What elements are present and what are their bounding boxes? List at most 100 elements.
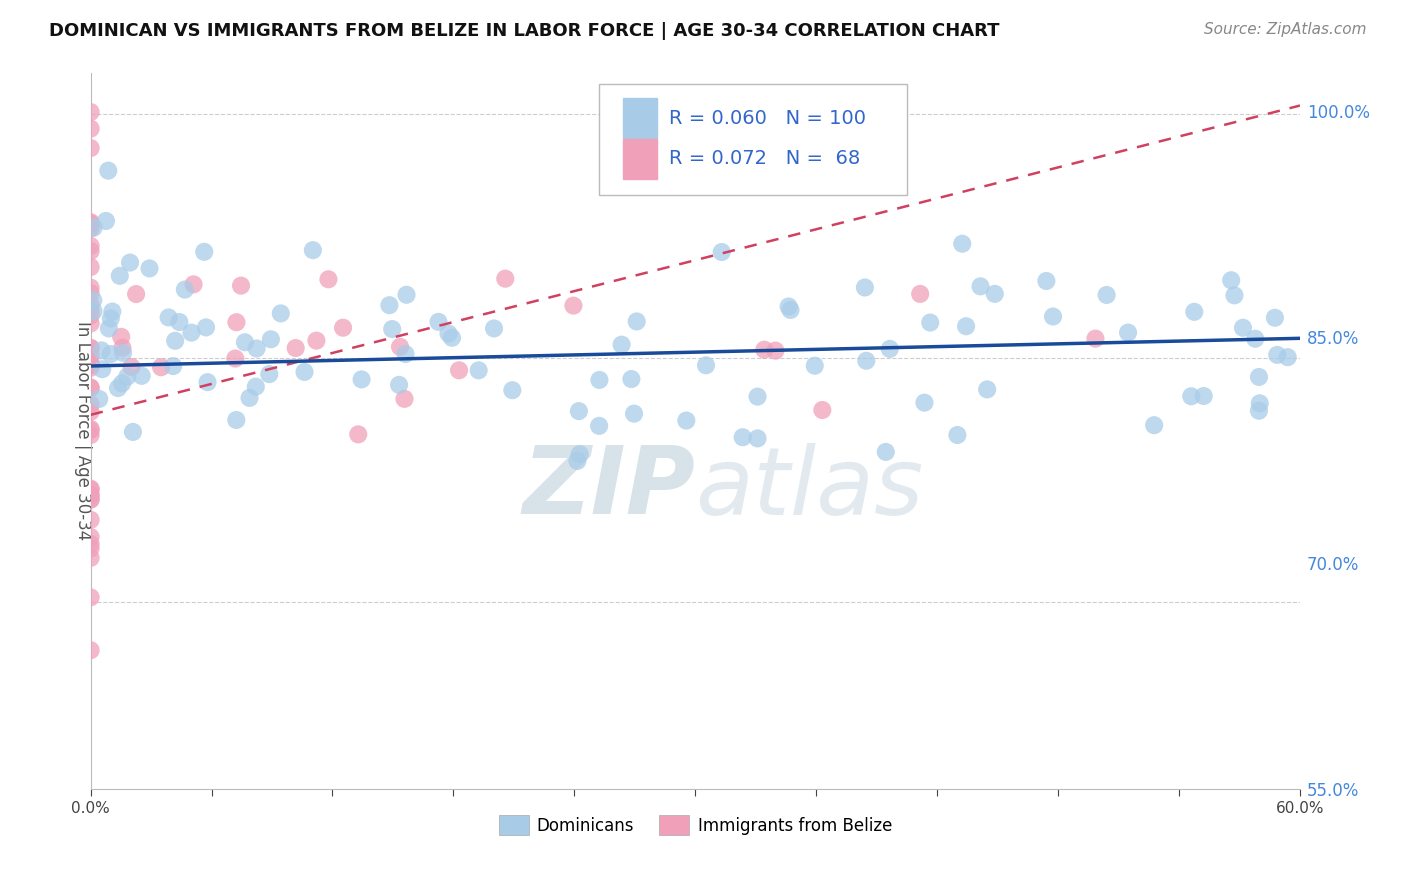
Point xyxy=(79,537,101,551)
Point xyxy=(229,278,252,293)
Point xyxy=(389,340,412,354)
Point xyxy=(122,425,145,439)
Point xyxy=(120,359,142,374)
Point xyxy=(747,390,769,404)
Point xyxy=(79,280,101,294)
Point xyxy=(1143,418,1166,433)
Point xyxy=(79,317,101,331)
Point xyxy=(79,309,101,323)
Point xyxy=(588,418,610,433)
Point xyxy=(394,392,416,406)
Point xyxy=(138,261,160,276)
Point xyxy=(79,239,101,253)
Point xyxy=(395,287,418,301)
Point xyxy=(437,326,460,341)
FancyBboxPatch shape xyxy=(623,98,657,137)
Point xyxy=(920,316,942,330)
Point xyxy=(233,335,256,350)
Point xyxy=(89,392,111,406)
Point xyxy=(778,300,800,314)
Text: DOMINICAN VS IMMIGRANTS FROM BELIZE IN LABOR FORCE | AGE 30-34 CORRELATION CHART: DOMINICAN VS IMMIGRANTS FROM BELIZE IN L… xyxy=(49,22,1000,40)
Point xyxy=(1192,389,1215,403)
Point xyxy=(912,395,935,409)
Point xyxy=(108,268,131,283)
Point xyxy=(294,365,316,379)
FancyBboxPatch shape xyxy=(599,84,907,194)
Point xyxy=(908,287,931,301)
Point xyxy=(79,141,101,155)
Point xyxy=(79,341,101,355)
Point xyxy=(731,430,754,444)
Point xyxy=(79,260,101,274)
Point xyxy=(97,321,120,335)
Point xyxy=(381,322,404,336)
Point xyxy=(79,428,101,442)
Point xyxy=(1116,326,1139,340)
Point xyxy=(111,341,134,355)
Point xyxy=(107,381,129,395)
Point xyxy=(125,287,148,301)
Point xyxy=(238,391,260,405)
Point xyxy=(79,105,101,120)
Point xyxy=(302,243,325,257)
Point xyxy=(82,293,104,308)
Point xyxy=(1220,273,1243,287)
Point xyxy=(169,315,191,329)
FancyBboxPatch shape xyxy=(623,139,657,178)
Point xyxy=(79,513,101,527)
Point xyxy=(183,277,205,292)
Point xyxy=(79,357,101,371)
Point xyxy=(440,331,463,345)
Point xyxy=(79,643,101,657)
Point xyxy=(157,310,180,325)
Point xyxy=(482,321,505,335)
Point xyxy=(1232,320,1254,334)
Point xyxy=(953,880,976,892)
Text: R = 0.060   N = 100: R = 0.060 N = 100 xyxy=(669,109,866,128)
Point xyxy=(83,220,105,235)
Point xyxy=(675,413,697,427)
Point xyxy=(388,377,411,392)
Point xyxy=(969,279,991,293)
Y-axis label: In Labor Force | Age 30-34: In Labor Force | Age 30-34 xyxy=(75,321,91,541)
Point xyxy=(79,482,101,496)
Point xyxy=(245,342,267,356)
Point xyxy=(79,397,101,411)
Point xyxy=(111,346,134,360)
Point xyxy=(347,427,370,442)
Point xyxy=(101,304,124,318)
Point xyxy=(747,431,769,445)
Point xyxy=(79,488,101,502)
Point xyxy=(562,299,585,313)
Point xyxy=(305,334,328,348)
Point xyxy=(1042,310,1064,324)
Point xyxy=(180,326,202,340)
Point xyxy=(165,334,187,348)
Point xyxy=(763,343,786,358)
Point xyxy=(1223,288,1246,302)
Point xyxy=(588,373,610,387)
Point xyxy=(225,413,247,427)
Point xyxy=(467,363,489,377)
Point xyxy=(620,372,643,386)
Point xyxy=(94,214,117,228)
Point xyxy=(79,591,101,605)
Point xyxy=(1247,403,1270,417)
Point xyxy=(79,488,101,502)
Point xyxy=(875,445,897,459)
Point xyxy=(568,447,591,461)
Point xyxy=(79,492,101,507)
Point xyxy=(984,286,1007,301)
Point xyxy=(946,428,969,442)
Point xyxy=(1244,332,1267,346)
Point xyxy=(955,319,977,334)
Point xyxy=(117,369,139,384)
Point xyxy=(131,368,153,383)
Point xyxy=(79,341,101,355)
Point xyxy=(90,343,112,358)
Point xyxy=(79,541,101,556)
Point xyxy=(270,306,292,320)
Text: R = 0.072   N =  68: R = 0.072 N = 68 xyxy=(669,150,860,169)
Point xyxy=(1247,370,1270,384)
Point xyxy=(245,379,267,393)
